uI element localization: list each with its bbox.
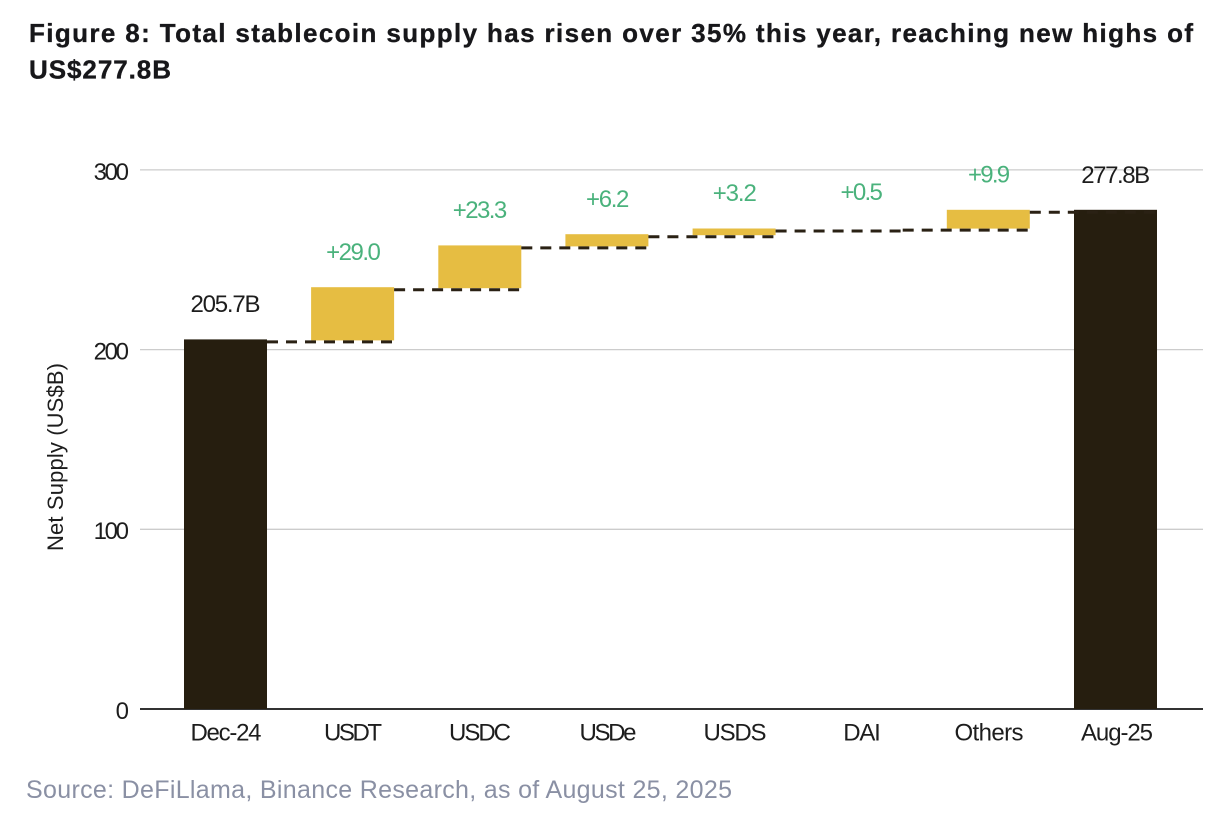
svg-text:Others: Others: [955, 720, 1024, 747]
svg-text:USDT: USDT: [324, 720, 382, 747]
svg-text:+9.9: +9.9: [968, 161, 1010, 188]
svg-text:100: 100: [94, 518, 129, 545]
svg-text:277.8B: 277.8B: [1081, 162, 1150, 189]
svg-text:+6.2: +6.2: [586, 186, 629, 213]
svg-text:Aug-25: Aug-25: [1081, 720, 1153, 747]
svg-text:DAI: DAI: [843, 720, 881, 747]
svg-text:300: 300: [94, 159, 129, 186]
svg-text:+3.2: +3.2: [713, 180, 757, 207]
svg-text:USDe: USDe: [580, 720, 637, 747]
svg-text:+23.3: +23.3: [453, 197, 508, 224]
svg-text:Source: DeFiLlama, Binance Res: Source: DeFiLlama, Binance Research, as …: [26, 776, 732, 804]
svg-text:0: 0: [116, 698, 129, 725]
svg-text:US$277.8B: US$277.8B: [29, 55, 171, 85]
svg-text:+0.5: +0.5: [841, 179, 883, 206]
svg-text:Net Supply (US$B): Net Supply (US$B): [43, 363, 68, 551]
svg-text:Figure 8: Total stablecoin sup: Figure 8: Total stablecoin supply has ri…: [29, 18, 1193, 48]
svg-text:+29.0: +29.0: [326, 239, 381, 266]
svg-text:USDC: USDC: [449, 720, 511, 747]
svg-text:200: 200: [94, 339, 129, 366]
svg-text:205.7B: 205.7B: [191, 291, 261, 318]
svg-text:Dec-24: Dec-24: [191, 720, 262, 747]
svg-text:USDS: USDS: [704, 720, 767, 747]
